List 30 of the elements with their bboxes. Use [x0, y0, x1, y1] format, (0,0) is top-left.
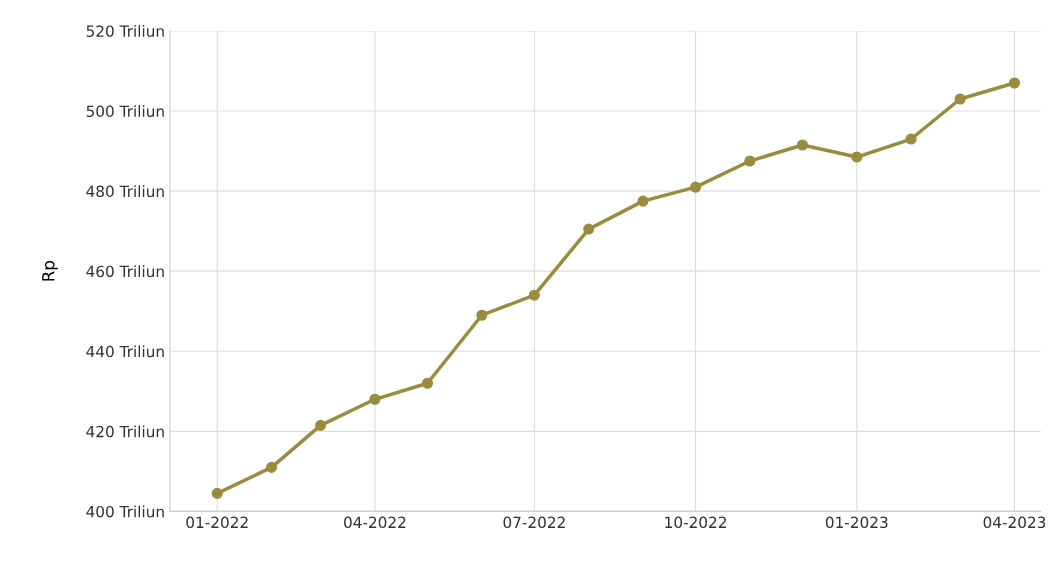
point — [851, 151, 863, 163]
x-tick-label: 01-2022 — [186, 516, 248, 529]
point — [796, 139, 809, 151]
y-tick-label: 500 Triliun — [86, 105, 164, 118]
y-tick-label: 460 Triliun — [86, 265, 164, 278]
y-tick-label: 480 Triliun — [86, 185, 164, 198]
point — [954, 93, 966, 105]
point — [528, 289, 540, 301]
point — [211, 487, 223, 499]
point — [265, 461, 278, 473]
point — [637, 195, 649, 207]
point — [905, 133, 917, 145]
y-tick-label: 420 Triliun — [86, 425, 164, 438]
x-tick-label: 01-2023 — [825, 516, 888, 529]
point — [583, 223, 595, 235]
point — [476, 309, 488, 321]
point — [690, 181, 702, 193]
y-tick-label: 520 Triliun — [86, 25, 164, 37]
point — [421, 377, 434, 389]
y-axis-title: Rp — [42, 261, 58, 281]
y-tick-label: 440 Triliun — [86, 345, 164, 358]
x-tick-label: 04-2023 — [983, 516, 1046, 529]
x-tick-label: 07-2022 — [503, 516, 565, 529]
x-tick-label: 10-2022 — [665, 516, 726, 529]
point — [744, 155, 756, 167]
point — [315, 419, 327, 431]
x-tick-label: 04-2022 — [344, 516, 406, 529]
point — [1008, 77, 1021, 89]
point — [369, 393, 381, 405]
y-tick-label: 400 Triliun — [86, 505, 164, 518]
